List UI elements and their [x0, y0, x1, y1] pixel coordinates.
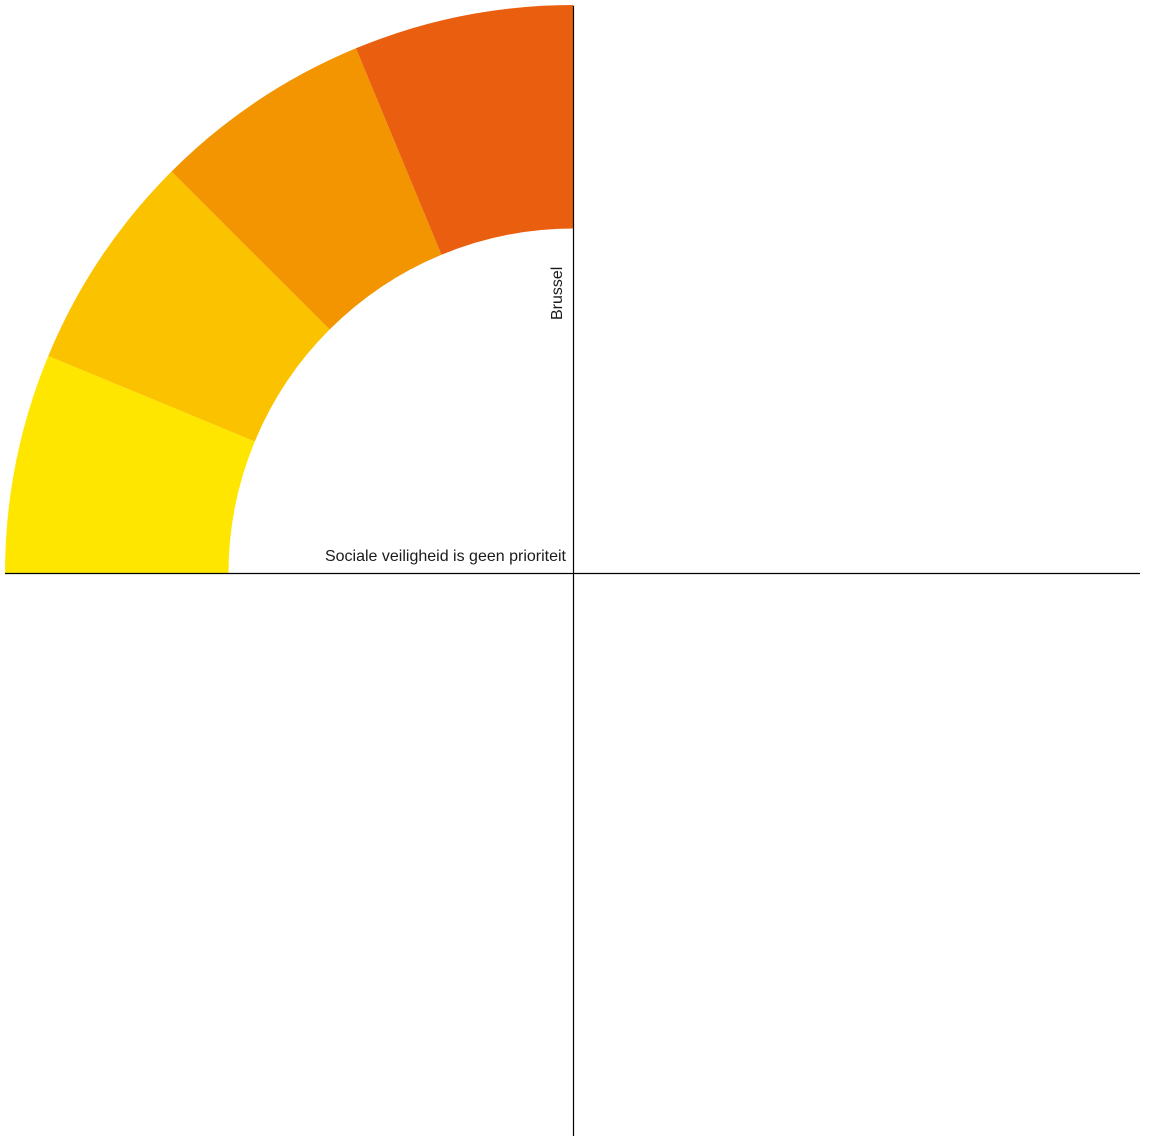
- arc-segment-3: [171, 48, 442, 330]
- arc-segment-1: [5, 355, 255, 574]
- horizontal-axis-label: Sociale veiligheid is geen prioriteit: [325, 548, 567, 565]
- arc-segments: [5, 4, 574, 574]
- vertical-axis-label: Brussel: [549, 267, 566, 320]
- arc-segment-4: [355, 4, 574, 255]
- arc-segment-2: [48, 171, 330, 442]
